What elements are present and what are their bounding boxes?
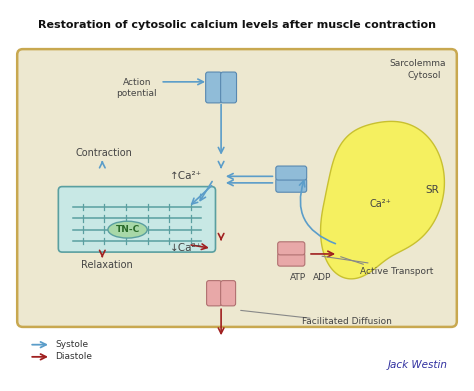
- Text: ↓Ca²⁺: ↓Ca²⁺: [170, 243, 202, 253]
- FancyBboxPatch shape: [278, 253, 305, 266]
- Text: TN-C: TN-C: [116, 225, 140, 234]
- FancyBboxPatch shape: [220, 281, 236, 306]
- FancyBboxPatch shape: [207, 281, 221, 306]
- FancyBboxPatch shape: [58, 187, 216, 252]
- Text: Ca²⁺: Ca²⁺: [369, 199, 391, 210]
- Text: Action
potential: Action potential: [117, 78, 157, 97]
- Text: SR: SR: [425, 185, 439, 196]
- Text: ↑Ca²⁺: ↑Ca²⁺: [170, 171, 202, 181]
- FancyBboxPatch shape: [17, 49, 457, 327]
- Text: Facilitated Diffusion: Facilitated Diffusion: [302, 317, 392, 326]
- Polygon shape: [320, 121, 445, 279]
- Text: Restoration of cytosolic calcium levels after muscle contraction: Restoration of cytosolic calcium levels …: [38, 20, 436, 30]
- Text: Contraction: Contraction: [76, 148, 133, 158]
- FancyBboxPatch shape: [276, 166, 307, 180]
- Text: Cytosol: Cytosol: [408, 71, 441, 80]
- FancyBboxPatch shape: [278, 242, 305, 255]
- Text: Relaxation: Relaxation: [81, 260, 133, 270]
- Ellipse shape: [108, 221, 147, 238]
- FancyBboxPatch shape: [206, 72, 221, 103]
- Text: Diastole: Diastole: [55, 352, 92, 361]
- Text: Jack Westin: Jack Westin: [387, 360, 447, 370]
- Text: Active Transport: Active Transport: [360, 267, 434, 276]
- Text: ATP: ATP: [290, 273, 306, 282]
- Text: ADP: ADP: [313, 273, 331, 282]
- Text: Sarcolemma: Sarcolemma: [389, 59, 446, 68]
- Text: Systole: Systole: [55, 340, 89, 349]
- FancyBboxPatch shape: [276, 178, 307, 192]
- FancyBboxPatch shape: [220, 72, 237, 103]
